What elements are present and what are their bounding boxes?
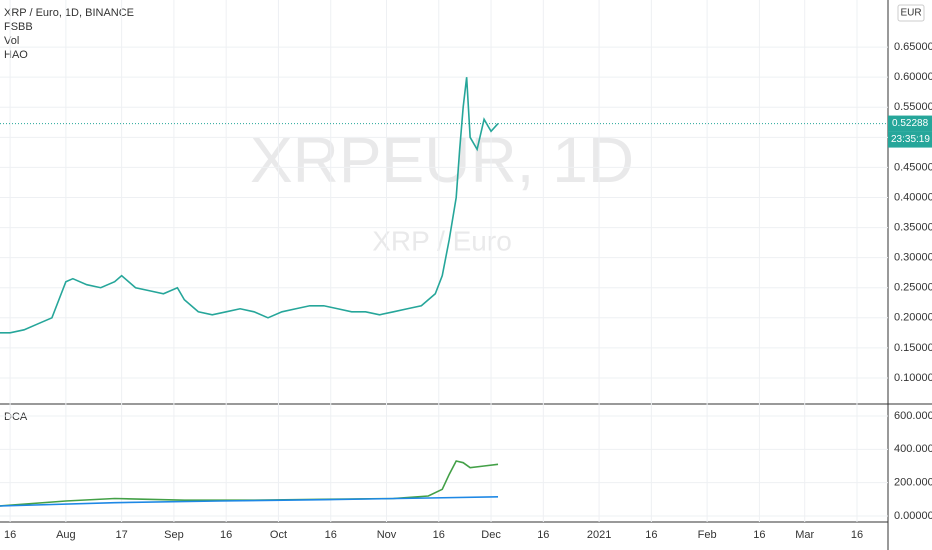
y-tick-label: 0.15000 bbox=[894, 342, 932, 354]
y-tick-label: 0.40000 bbox=[894, 191, 932, 203]
y-tick-label: 400.00000 bbox=[894, 443, 932, 455]
y-tick-label: 0.55000 bbox=[894, 101, 932, 113]
x-tick-label: 16 bbox=[537, 529, 549, 541]
dca-title: DCA bbox=[4, 411, 28, 423]
x-tick-label: Mar bbox=[795, 529, 814, 541]
x-tick-label: 17 bbox=[116, 529, 128, 541]
x-tick-label: Feb bbox=[698, 529, 717, 541]
x-tick-label: 16 bbox=[4, 529, 16, 541]
x-tick-label: 16 bbox=[220, 529, 232, 541]
y-tick-label: 200.00000 bbox=[894, 477, 932, 489]
x-tick-label: Aug bbox=[56, 529, 76, 541]
countdown-bg bbox=[888, 131, 932, 148]
y-tick-label: 0.25000 bbox=[894, 282, 932, 294]
x-tick-label: 16 bbox=[325, 529, 337, 541]
indicator: HAO bbox=[4, 49, 28, 61]
y-tick-label: 0.10000 bbox=[894, 372, 932, 384]
price-label-bg bbox=[888, 115, 932, 132]
x-tick-label: 2021 bbox=[587, 529, 611, 541]
y-tick-label: 0.60000 bbox=[894, 71, 932, 83]
watermark: XRPEUR, 1D bbox=[250, 124, 634, 196]
currency-button[interactable] bbox=[897, 4, 925, 22]
y-tick-label: 600.00000 bbox=[894, 410, 932, 422]
x-tick-label: Nov bbox=[377, 529, 397, 541]
x-tick-label: Oct bbox=[270, 529, 287, 541]
indicator: Vol bbox=[4, 35, 19, 47]
x-tick-label: 16 bbox=[753, 529, 765, 541]
y-tick-label: 0.35000 bbox=[894, 221, 932, 233]
dca-line bbox=[0, 460, 499, 507]
countdown: 23:35:19 bbox=[891, 134, 930, 145]
dca-line bbox=[0, 496, 499, 507]
watermark-sub: XRP / Euro bbox=[372, 225, 512, 256]
x-tick-label: Dec bbox=[481, 529, 501, 541]
y-tick-label: 0.45000 bbox=[894, 161, 932, 173]
currency[interactable]: EUR bbox=[900, 8, 921, 19]
indicator: FSBB bbox=[4, 21, 33, 33]
x-tick-label: 16 bbox=[851, 529, 863, 541]
x-tick-label: Sep bbox=[164, 529, 184, 541]
price-label: 0.52288 bbox=[892, 118, 929, 129]
y-tick-label: 0.00000 bbox=[894, 510, 932, 522]
y-tick-label: 0.20000 bbox=[894, 312, 932, 324]
y-tick-label: 0.30000 bbox=[894, 252, 932, 264]
y-tick-label: 0.65000 bbox=[894, 41, 932, 53]
price-line bbox=[0, 77, 499, 334]
symbol-title: XRP / Euro, 1D, BINANCE bbox=[4, 7, 134, 19]
x-tick-label: 16 bbox=[645, 529, 657, 541]
x-tick-label: 16 bbox=[433, 529, 445, 541]
